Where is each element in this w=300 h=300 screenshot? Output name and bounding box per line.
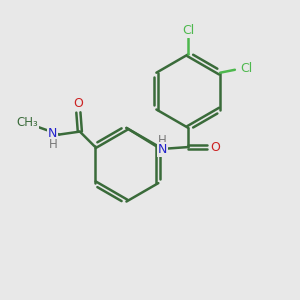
Text: H: H — [48, 138, 57, 151]
Text: Cl: Cl — [241, 62, 253, 75]
Text: N: N — [158, 143, 167, 157]
Text: O: O — [211, 141, 220, 154]
Text: CH₃: CH₃ — [16, 116, 38, 129]
Text: O: O — [74, 97, 83, 110]
Text: N: N — [48, 127, 57, 140]
Text: Cl: Cl — [182, 24, 194, 37]
Text: H: H — [158, 134, 167, 147]
